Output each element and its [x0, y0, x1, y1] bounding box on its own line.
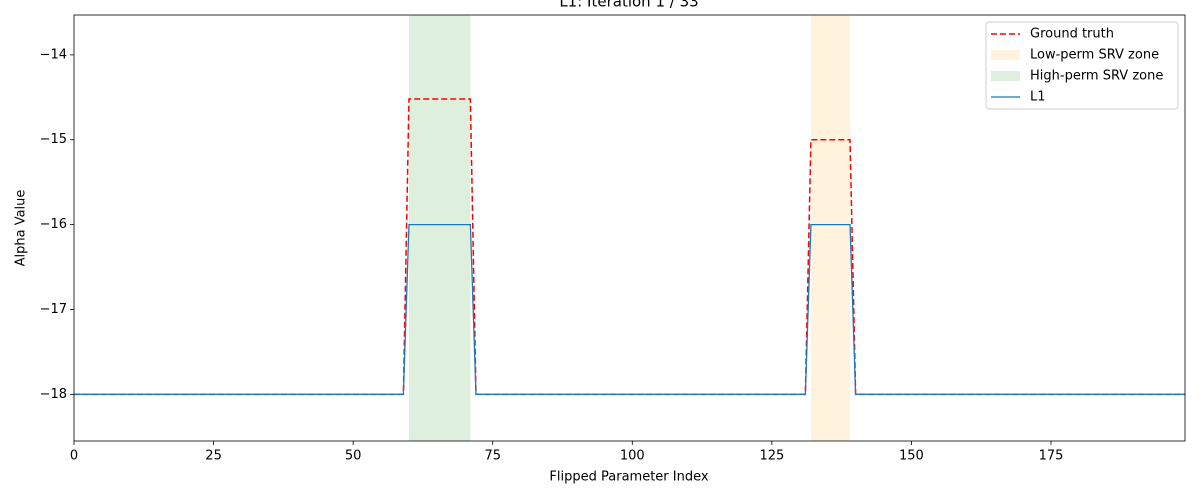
x-tick-label: 25	[205, 449, 222, 464]
shaded-zone	[408, 15, 471, 441]
legend-swatch	[991, 71, 1020, 81]
legend-label: L1	[1030, 90, 1046, 105]
x-tick-label: 50	[345, 449, 362, 464]
y-tick-label: −18	[40, 387, 67, 402]
x-tick-label: 175	[1039, 449, 1064, 464]
chart-title: L1: Iteration 1 / 33	[559, 0, 698, 11]
data-line	[74, 223, 1185, 395]
shaded-zone	[810, 15, 851, 441]
legend-box	[985, 21, 1179, 110]
x-tick-label: 150	[899, 449, 924, 464]
legend-label: Low-perm SRV zone	[1030, 48, 1159, 63]
legend-label: Ground truth	[1030, 27, 1114, 42]
data-line	[74, 98, 1185, 396]
y-axis-label: Alpha Value	[14, 190, 29, 267]
x-tick-label: 125	[759, 449, 784, 464]
plot-frame	[73, 14, 1186, 442]
y-tick-label: −14	[40, 47, 67, 62]
x-tick-label: 100	[620, 449, 645, 464]
x-tick-label: 0	[70, 449, 78, 464]
x-tick-label: 75	[484, 449, 501, 464]
x-axis-label: Flipped Parameter Index	[549, 470, 708, 485]
y-tick-label: −15	[40, 132, 67, 147]
legend-label: High-perm SRV zone	[1030, 69, 1163, 84]
y-tick-label: −16	[40, 217, 67, 232]
y-tick-label: −17	[40, 302, 67, 317]
legend-swatch	[991, 50, 1020, 60]
